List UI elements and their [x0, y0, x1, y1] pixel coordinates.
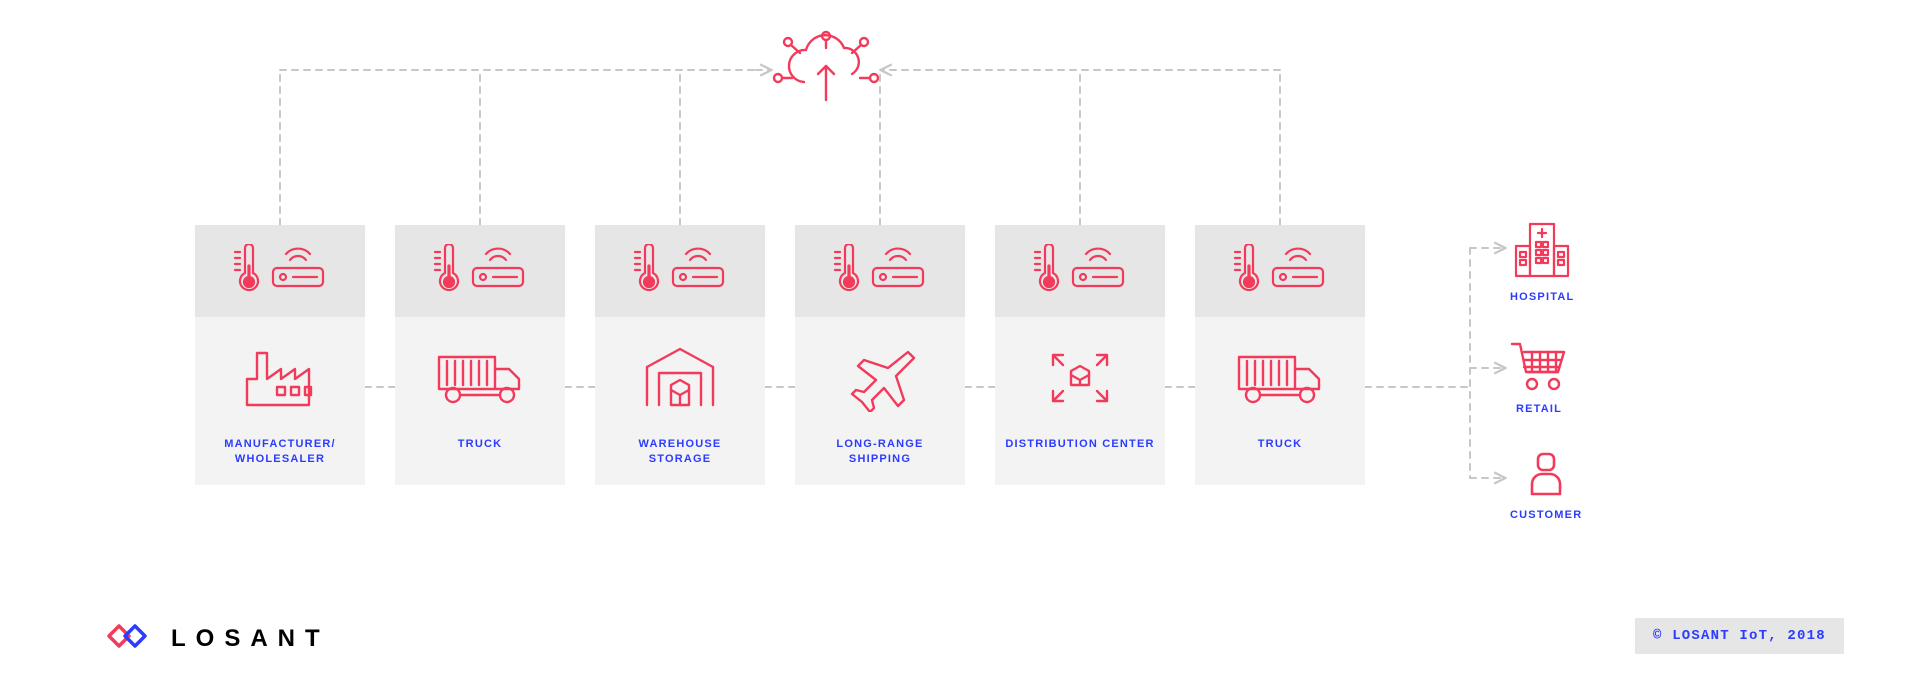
thermometer-icon	[233, 244, 261, 299]
stage-warehouse: WAREHOUSESTORAGE	[595, 225, 765, 485]
stage-truck2: TRUCK	[1195, 225, 1365, 485]
sensor-panel	[795, 225, 965, 317]
stage-label: LONG-RANGESHIPPING	[830, 437, 929, 467]
stage-label: WAREHOUSESTORAGE	[633, 437, 728, 467]
gateway-icon	[1069, 244, 1127, 299]
stage-body: DISTRIBUTION CENTER	[995, 317, 1165, 485]
gateway-icon	[869, 244, 927, 299]
stage-body: LONG-RANGESHIPPING	[795, 317, 965, 485]
copyright-badge: © LOSANT IoT, 2018	[1635, 618, 1844, 654]
stage-label: MANUFACTURER/WHOLESALER	[218, 437, 342, 467]
sensor-panel	[395, 225, 565, 317]
hospital-icon	[1512, 220, 1572, 285]
stage-label: DISTRIBUTION CENTER	[999, 437, 1160, 452]
thermometer-icon	[433, 244, 461, 299]
factory-icon	[241, 339, 319, 417]
truck-icon	[1235, 339, 1325, 417]
stage-truck1: TRUCK	[395, 225, 565, 485]
destination-label: RETAIL	[1516, 403, 1562, 415]
truck-icon	[435, 339, 525, 417]
airplane-icon	[840, 339, 920, 417]
retail-cart-icon	[1510, 340, 1568, 397]
logo-text: LOSANT	[171, 625, 330, 653]
destination-customer: CUSTOMER	[1510, 450, 1582, 521]
gateway-icon	[469, 244, 527, 299]
thermometer-icon	[1033, 244, 1061, 299]
sensor-panel	[195, 225, 365, 317]
gateway-icon	[669, 244, 727, 299]
sensor-panel	[595, 225, 765, 317]
stage-body: TRUCK	[395, 317, 565, 485]
cloud-hub	[766, 30, 886, 113]
thermometer-icon	[1233, 244, 1261, 299]
stage-distribution: DISTRIBUTION CENTER	[995, 225, 1165, 485]
brand-logo: LOSANT	[105, 620, 330, 657]
gateway-icon	[269, 244, 327, 299]
distribute-icon	[1041, 339, 1119, 417]
stage-body: WAREHOUSESTORAGE	[595, 317, 765, 485]
gateway-icon	[1269, 244, 1327, 299]
stage-manufacturer: MANUFACTURER/WHOLESALER	[195, 225, 365, 485]
destination-retail: RETAIL	[1510, 340, 1568, 415]
cloud-upload-network-icon	[766, 30, 886, 113]
thermometer-icon	[633, 244, 661, 299]
stage-body: TRUCK	[1195, 317, 1365, 485]
warehouse-icon	[641, 339, 719, 417]
stage-label: TRUCK	[452, 437, 509, 452]
destination-label: CUSTOMER	[1510, 509, 1582, 521]
sensor-panel	[995, 225, 1165, 317]
person-icon	[1526, 450, 1566, 503]
thermometer-icon	[833, 244, 861, 299]
destination-label: HOSPITAL	[1510, 291, 1574, 303]
stage-label: TRUCK	[1252, 437, 1309, 452]
logo-mark-icon	[105, 620, 157, 657]
stage-shipping: LONG-RANGESHIPPING	[795, 225, 965, 485]
stage-body: MANUFACTURER/WHOLESALER	[195, 317, 365, 485]
sensor-panel	[1195, 225, 1365, 317]
destination-hospital: HOSPITAL	[1510, 220, 1574, 303]
